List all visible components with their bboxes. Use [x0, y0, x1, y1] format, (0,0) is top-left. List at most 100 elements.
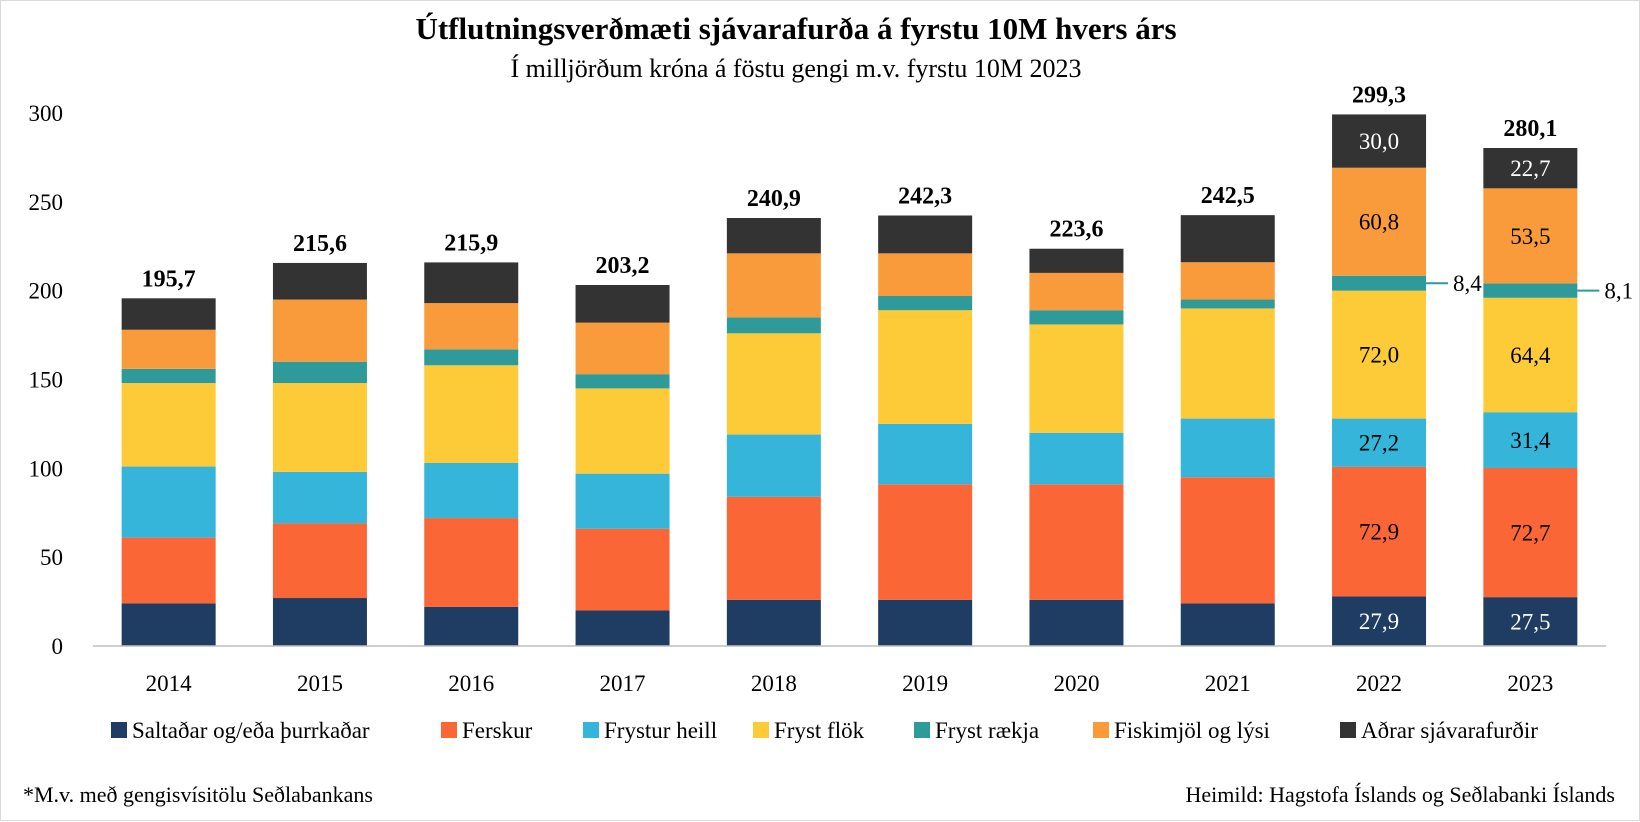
bar-segment — [575, 610, 670, 646]
x-tick-label: 2014 — [146, 671, 193, 696]
y-tick-label: 100 — [29, 456, 64, 481]
bar-segment — [726, 496, 821, 600]
legend-label: Frystur heill — [604, 718, 717, 743]
bar-segment — [1180, 299, 1275, 309]
legend-swatch — [111, 722, 127, 738]
legend-swatch — [914, 722, 930, 738]
bar-segment — [424, 262, 519, 304]
segment-label: 64,4 — [1510, 343, 1551, 368]
legend-label: Saltaðar og/eða þurrkaðar — [132, 718, 370, 743]
y-tick-label: 0 — [52, 634, 64, 659]
bar-segment — [424, 365, 519, 464]
total-label: 299,3 — [1352, 82, 1406, 108]
legend-swatch — [583, 722, 599, 738]
footnote-source: Heimild: Hagstofa Íslands og Seðlabanki … — [1185, 782, 1615, 807]
bar-segment — [121, 537, 216, 604]
bar-segment — [1483, 283, 1578, 298]
segment-label: 72,9 — [1359, 520, 1399, 545]
bar-segment — [1029, 599, 1124, 646]
bar-segment — [121, 603, 216, 646]
bar-segment — [1332, 114, 1427, 168]
segment-label: 8,4 — [1453, 271, 1482, 296]
bar-segment — [1332, 466, 1427, 597]
bar-segment — [1483, 597, 1578, 646]
bar-segment — [272, 361, 367, 384]
legend-label: Aðrar sjávarafurðir — [1361, 718, 1538, 743]
y-tick-label: 300 — [29, 101, 64, 126]
bar-segment — [878, 295, 973, 311]
total-label: 280,1 — [1503, 116, 1557, 142]
totals-group: 195,7 215,6 215,9 203,2 240,9 242,3 223,6 242,5… — [142, 82, 1558, 292]
y-tick-label: 200 — [29, 279, 64, 304]
segment-label: 72,0 — [1359, 343, 1399, 368]
bar-segment — [1332, 275, 1427, 291]
y-tick-label: 150 — [29, 368, 64, 393]
bar-segment — [878, 599, 973, 646]
bar-segment — [1180, 262, 1275, 300]
x-tick-label: 2018 — [751, 671, 797, 696]
bar-segment — [726, 253, 821, 318]
bar-segment — [272, 262, 367, 300]
bar-segment — [1029, 432, 1124, 485]
bar-segment — [1029, 324, 1124, 433]
bar-segment — [272, 471, 367, 524]
total-label: 195,7 — [142, 266, 196, 292]
legend-swatch — [1340, 722, 1356, 738]
x-axis: 2014 2015 2016 2017 2018 2019 2020 2021 2022 2023 — [146, 671, 1554, 696]
legend-swatch — [753, 722, 769, 738]
footnote-left: *M.v. með gengisvísitölu Seðlabankans — [23, 782, 373, 807]
total-label: 242,5 — [1201, 183, 1255, 209]
bar-segment — [575, 388, 670, 474]
bar-segment — [878, 310, 973, 424]
segment-label: 31,4 — [1510, 428, 1551, 453]
bar-segment — [1180, 215, 1275, 263]
bar-segment — [1180, 308, 1275, 419]
segment-label: 8,1 — [1604, 279, 1633, 304]
bar-segment — [575, 473, 670, 529]
bar-segment — [272, 383, 367, 472]
bar-segment — [121, 329, 216, 369]
bar-segment — [878, 423, 973, 485]
bar-segment — [1029, 272, 1124, 311]
bar-segment — [726, 434, 821, 497]
segment-label: 27,9 — [1359, 609, 1399, 634]
bar-segment — [424, 518, 519, 607]
bar-segment — [1332, 167, 1427, 276]
bar-segment — [878, 253, 973, 296]
bar-segment — [1483, 412, 1578, 468]
bar-segment — [726, 218, 821, 254]
total-label: 240,9 — [747, 186, 801, 212]
x-tick-label: 2016 — [448, 671, 494, 696]
total-label: 223,6 — [1049, 217, 1103, 243]
legend-label: Ferskur — [462, 718, 533, 743]
bar-segment — [878, 215, 973, 254]
bar-segment — [1483, 148, 1578, 189]
bar-segment — [1029, 248, 1124, 273]
bar-segment — [121, 383, 216, 467]
segment-label: 27,2 — [1359, 431, 1399, 456]
bar-segment — [575, 284, 670, 323]
y-tick-label: 50 — [40, 545, 63, 570]
legend-label: Fiskimjöl og lýsi — [1114, 718, 1270, 743]
total-label: 215,6 — [293, 231, 347, 257]
bar-segment — [1180, 477, 1275, 604]
segment-label: 72,7 — [1510, 521, 1550, 546]
bar-segment — [726, 599, 821, 646]
total-label: 203,2 — [596, 253, 650, 279]
bar-segment — [424, 349, 519, 366]
x-tick-label: 2021 — [1205, 671, 1251, 696]
legend-label: Fryst rækja — [935, 718, 1039, 743]
y-tick-label: 250 — [29, 190, 64, 215]
segment-label: 27,5 — [1510, 610, 1550, 635]
x-tick-label: 2019 — [902, 671, 948, 696]
bar-segment — [1332, 290, 1427, 419]
bar-segment — [1332, 418, 1427, 467]
x-tick-label: 2015 — [297, 671, 343, 696]
bar-segment — [1483, 297, 1578, 413]
x-tick-label: 2020 — [1053, 671, 1099, 696]
bar-segment — [121, 368, 216, 384]
segment-label: 30,0 — [1359, 129, 1399, 154]
total-label: 242,3 — [898, 184, 952, 210]
bars-group: 27,9 72,9 27,2 72,0 8,4 60,8 30,0 27,5 72,7 31,4 6… — [121, 114, 1633, 646]
bar-segment — [272, 598, 367, 646]
